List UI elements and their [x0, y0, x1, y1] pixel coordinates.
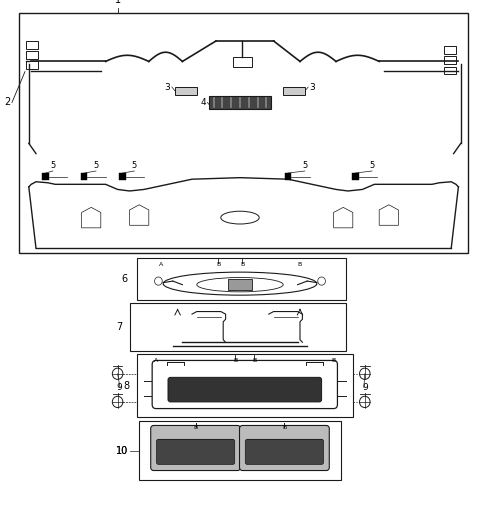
Bar: [81, 173, 87, 180]
Text: B: B: [332, 358, 336, 364]
Bar: [233, 57, 252, 67]
Text: 5: 5: [132, 161, 137, 170]
Bar: [444, 67, 456, 74]
Text: B: B: [298, 262, 302, 267]
Text: B: B: [216, 262, 220, 267]
Bar: [119, 173, 126, 180]
Text: 1: 1: [115, 0, 120, 5]
FancyBboxPatch shape: [240, 425, 329, 471]
Bar: [175, 87, 197, 95]
Bar: [285, 173, 291, 180]
Text: 9: 9: [362, 383, 368, 392]
Bar: [42, 173, 49, 180]
FancyBboxPatch shape: [156, 439, 235, 464]
Bar: [352, 173, 359, 180]
Bar: [444, 46, 456, 54]
FancyBboxPatch shape: [151, 425, 240, 471]
Text: 3: 3: [310, 82, 315, 92]
Bar: [26, 41, 38, 49]
Text: 8: 8: [123, 380, 130, 391]
Text: 4: 4: [201, 98, 206, 107]
Text: 2: 2: [4, 97, 11, 108]
Text: 5: 5: [302, 161, 307, 170]
Bar: [26, 51, 38, 59]
Text: 5: 5: [370, 161, 374, 170]
FancyBboxPatch shape: [245, 439, 324, 464]
Text: 10: 10: [116, 445, 129, 456]
Text: 5: 5: [50, 161, 55, 170]
Text: 3: 3: [165, 82, 170, 92]
Bar: [26, 61, 38, 69]
Text: B: B: [193, 425, 198, 430]
Text: B: B: [233, 358, 237, 364]
Text: B: B: [282, 425, 287, 430]
Text: 7: 7: [116, 322, 122, 332]
Text: 10: 10: [116, 445, 129, 456]
FancyBboxPatch shape: [168, 377, 322, 402]
Bar: [283, 87, 305, 95]
Bar: [444, 56, 456, 64]
Text: 9: 9: [117, 383, 122, 392]
Text: B: B: [252, 358, 256, 364]
Text: 5: 5: [94, 161, 98, 170]
Text: A: A: [154, 358, 158, 364]
Text: 6: 6: [121, 273, 127, 284]
Text: A: A: [159, 262, 163, 267]
Bar: [228, 279, 252, 290]
Bar: [209, 96, 271, 109]
Text: B: B: [240, 262, 244, 267]
